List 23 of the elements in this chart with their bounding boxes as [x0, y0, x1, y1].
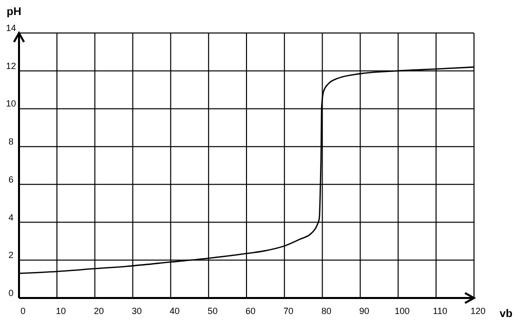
x-tick-label: 30 [132, 306, 142, 316]
y-axis-title: pH [6, 6, 22, 18]
y-tick-label: 6 [8, 174, 14, 184]
y-tick-label: 0 [8, 288, 14, 298]
x-tick-label: 10 [56, 306, 66, 316]
y-tick-label: 10 [6, 98, 16, 109]
x-tick-label: 0 [20, 306, 26, 316]
x-tick-label: 100 [394, 306, 410, 316]
x-tick-label: 50 [208, 306, 218, 316]
x-tick-label: 40 [170, 306, 180, 316]
y-tick-label: 2 [8, 250, 14, 260]
x-tick-label: 120 [470, 306, 486, 316]
y-tick-label: 8 [8, 136, 14, 147]
x-tick-label: 60 [245, 306, 256, 316]
x-axis-title: vb [500, 308, 513, 320]
y-tick-label: 4 [8, 212, 14, 222]
y-tick-label: 14 [6, 23, 16, 33]
x-tick-label: 90 [359, 306, 370, 316]
x-tick-label: 80 [321, 306, 332, 316]
x-tick-label: 20 [94, 306, 104, 316]
x-tick-label: 110 [432, 306, 448, 316]
x-tick-label: 70 [283, 306, 294, 316]
y-tick-label: 12 [6, 60, 16, 71]
